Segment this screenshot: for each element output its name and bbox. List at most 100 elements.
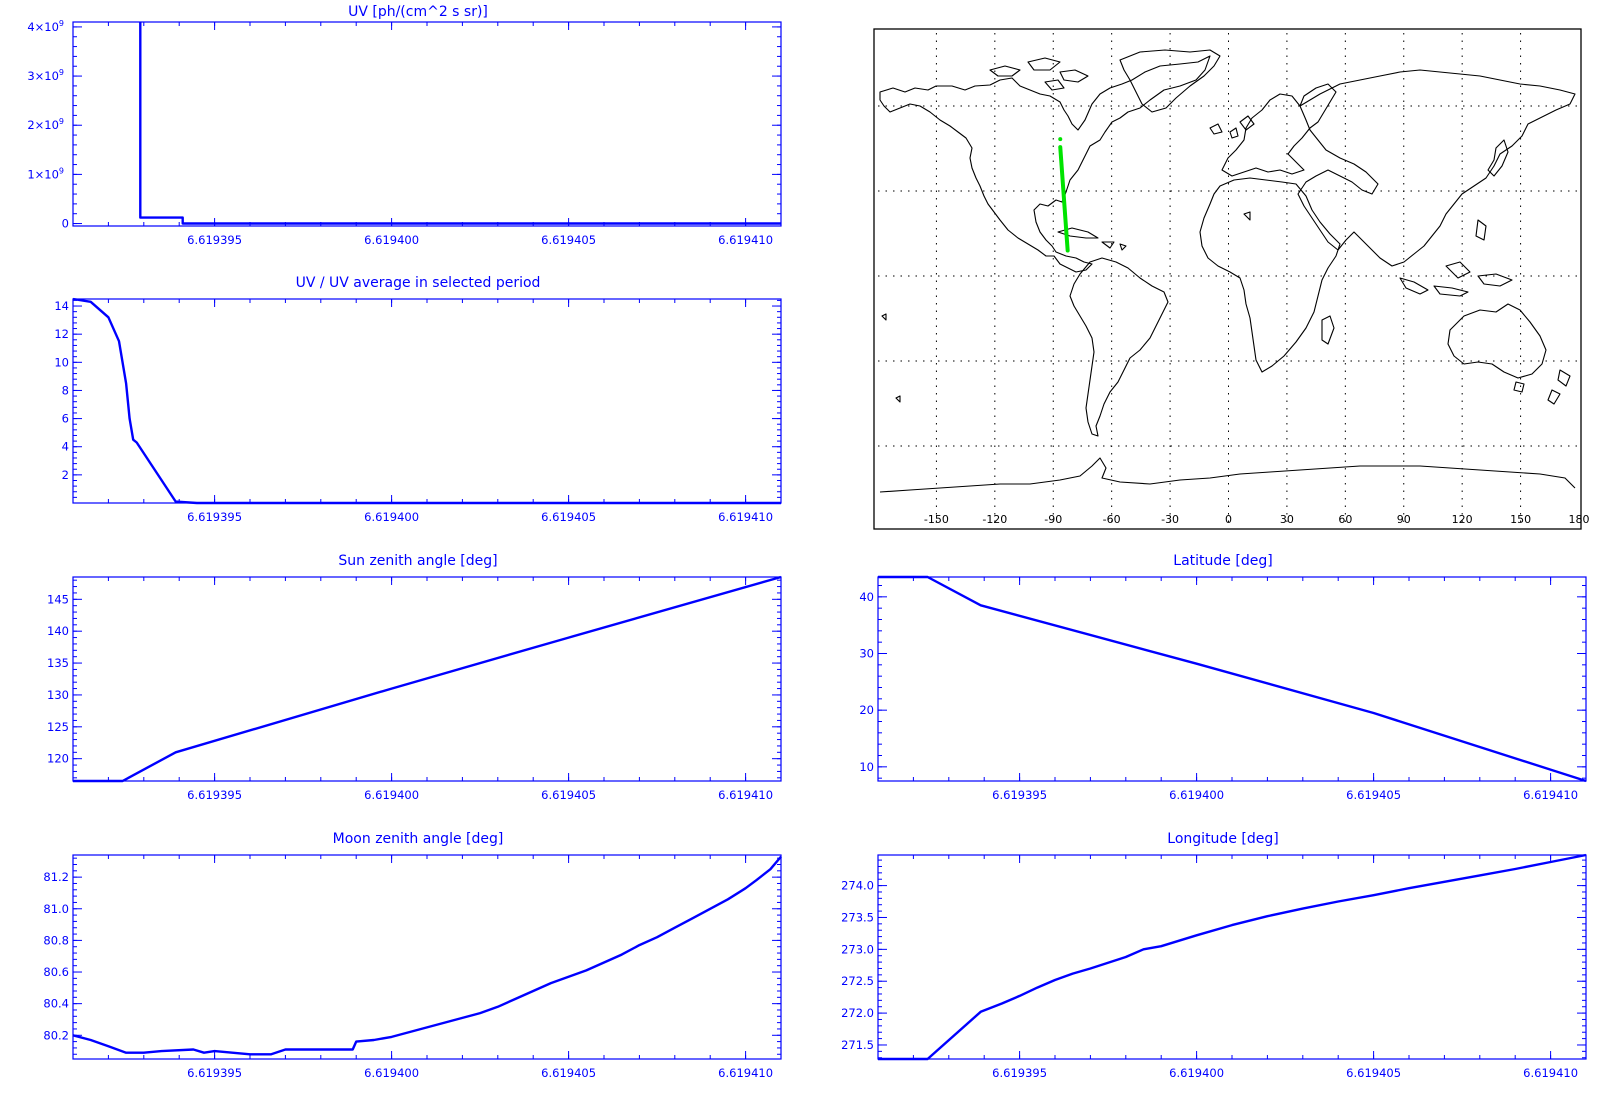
map-lon-label: 30 <box>1280 513 1294 526</box>
map-lon-label: 90 <box>1397 513 1411 526</box>
coast-africa <box>1199 177 1341 373</box>
y-tick-label: 12 <box>54 327 69 341</box>
map-lon-label: -90 <box>1044 513 1062 526</box>
y-tick-label: 1×109 <box>27 166 64 181</box>
y-tick-label: 125 <box>47 720 69 734</box>
y-tick-label: 145 <box>47 592 69 606</box>
latitude-chart-title: Latitude [deg] <box>1173 553 1272 569</box>
plot-frame <box>877 854 1587 1060</box>
x-tick-label: 6.619395 <box>187 1066 242 1080</box>
uv-ratio-chart-title: UV / UV average in selected period <box>296 275 541 291</box>
map-lon-label: -120 <box>982 513 1007 526</box>
y-tick-label: 40 <box>859 590 874 604</box>
y-tick-label: 271.5 <box>841 1038 874 1052</box>
uv-chart-title: UV [ph/(cm^2 s sr)] <box>348 4 488 20</box>
coast-small-islands <box>881 123 1251 403</box>
series-line <box>72 297 781 505</box>
coast-caribbean <box>1057 227 1127 251</box>
x-tick-label: 6.619400 <box>1169 1066 1224 1080</box>
x-tick-label: 6.619405 <box>1346 788 1401 802</box>
coastlines <box>879 49 1576 493</box>
uv-ratio-chart: UV / UV average in selected period 6.619… <box>54 275 782 524</box>
map-lon-label: -30 <box>1161 513 1179 526</box>
x-tick-label: 6.619405 <box>1346 1066 1401 1080</box>
longitude-chart: Longitude [deg] 6.619395 6.619400 6.619405… <box>841 831 1587 1080</box>
x-tick-label: 6.619400 <box>364 788 419 802</box>
y-tick-label: 20 <box>859 703 874 717</box>
x-tick-label: 6.619410 <box>718 1066 773 1080</box>
y-tick-label: 272.5 <box>841 974 874 988</box>
plot-frame <box>72 21 782 227</box>
x-tick-label: 6.619405 <box>541 788 596 802</box>
map-frame <box>873 28 1582 530</box>
coast-south-america <box>1069 257 1169 437</box>
x-tick-label: 6.619410 <box>718 233 773 247</box>
coast-greenland <box>1119 49 1221 113</box>
series-line <box>878 853 1587 1061</box>
x-tick-label: 6.619395 <box>187 788 242 802</box>
sun-zenith-chart-title: Sun zenith angle [deg] <box>338 553 497 569</box>
y-tick-label: 81.0 <box>43 902 69 916</box>
coast-antarctica <box>879 457 1576 493</box>
y-tick-label: 273.0 <box>841 942 874 956</box>
longitude-chart-title: Longitude [deg] <box>1167 831 1278 847</box>
y-tick-label: 272.0 <box>841 1006 874 1020</box>
x-tick-label: 6.619405 <box>541 510 596 524</box>
map-lon-label: 150 <box>1510 513 1531 526</box>
x-tick-label: 6.619395 <box>187 233 242 247</box>
satellite-track-layer <box>1058 137 1070 253</box>
y-tick-label: 2 <box>62 468 69 482</box>
y-tick-label: 135 <box>47 656 69 670</box>
x-tick-label: 6.619410 <box>718 510 773 524</box>
y-tick-label: 80.4 <box>43 997 69 1011</box>
map-lon-label: 180 <box>1569 513 1590 526</box>
coast-asia <box>1297 69 1576 267</box>
x-tick-label: 6.619400 <box>364 510 419 524</box>
track-start-marker <box>1058 137 1063 142</box>
series-line <box>878 575 1587 783</box>
x-tick-label: 6.619405 <box>541 1066 596 1080</box>
y-tick-label: 80.2 <box>43 1028 69 1042</box>
map-lon-label: -150 <box>924 513 949 526</box>
plot-frame <box>877 576 1587 782</box>
x-tick-label: 6.619400 <box>364 233 419 247</box>
moon-zenith-chart-title: Moon zenith angle [deg] <box>333 831 504 847</box>
map-lon-label: 120 <box>1452 513 1473 526</box>
uv-chart: UV [ph/(cm^2 s sr)] 6.619395 6.619400 6.61… <box>27 4 782 247</box>
x-tick-label: 6.619400 <box>364 1066 419 1080</box>
world-map: -150 -120 -90 -60 -30 0 30 60 90 120 150… <box>873 28 1590 530</box>
series-line <box>73 575 782 783</box>
y-tick-label: 4 <box>62 440 69 454</box>
y-tick-label: 80.8 <box>43 933 69 947</box>
coast-europe <box>1221 83 1337 177</box>
y-tick-label: 80.6 <box>43 965 69 979</box>
y-tick-label: 30 <box>859 647 874 661</box>
x-tick-label: 6.619400 <box>1169 788 1224 802</box>
sun-zenith-chart: Sun zenith angle [deg] 6.619395 6.619400 6… <box>47 553 782 802</box>
coast-indonesia <box>1399 261 1513 297</box>
y-tick-label: 0 <box>62 217 69 231</box>
x-tick-label: 6.619410 <box>1523 788 1578 802</box>
satellite-track <box>1058 145 1070 253</box>
y-tick-label: 140 <box>47 624 69 638</box>
coast-north-america <box>879 55 1211 273</box>
y-tick-label: 10 <box>859 760 874 774</box>
y-tick-label: 130 <box>47 688 69 702</box>
x-tick-label: 6.619410 <box>718 788 773 802</box>
y-tick-label: 3×109 <box>27 68 64 83</box>
y-tick-label: 2×109 <box>27 117 64 132</box>
y-tick-label: 14 <box>54 299 69 313</box>
map-lon-label: -60 <box>1103 513 1121 526</box>
y-tick-label: 10 <box>54 355 69 369</box>
y-tick-label: 4×109 <box>27 19 64 34</box>
series-line <box>139 22 781 225</box>
x-tick-label: 6.619395 <box>992 1066 1047 1080</box>
x-tick-label: 6.619405 <box>541 233 596 247</box>
map-lon-label: 0 <box>1225 513 1232 526</box>
y-tick-label: 6 <box>62 412 69 426</box>
coast-new-zealand <box>1547 369 1571 405</box>
x-tick-label: 6.619395 <box>187 510 242 524</box>
series-line <box>72 855 782 1056</box>
plot-frame <box>72 298 782 504</box>
